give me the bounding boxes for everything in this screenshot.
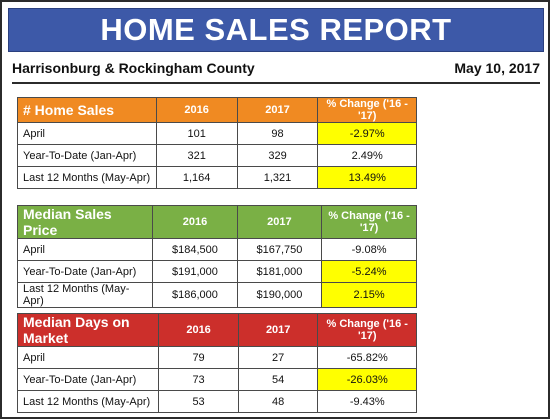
percent-change: -65.82% <box>317 346 417 369</box>
row-label: Year-To-Date (Jan-Apr) <box>16 368 160 391</box>
row-label: April <box>16 238 154 261</box>
value-2017: 1,321 <box>236 166 319 189</box>
value-2016: 53 <box>158 390 239 413</box>
percent-change: 2.15% <box>321 282 417 308</box>
row-label: April <box>17 122 157 145</box>
divider <box>12 82 540 84</box>
percent-change: 13.49% <box>317 166 417 189</box>
table-header-row: Median Days on Market 2016 2017 % Change… <box>16 313 417 347</box>
column-header-change: % Change ('16 - '17) <box>317 313 417 347</box>
percent-change: -9.08% <box>321 238 417 261</box>
median-sales-price-table: Median Sales Price 2016 2017 % Change ('… <box>16 205 417 308</box>
percent-change: -5.24% <box>321 260 417 283</box>
home-sales-table: # Home Sales 2016 2017 % Change ('16 - '… <box>17 97 417 189</box>
column-header-change: % Change ('16 - '17) <box>317 97 417 123</box>
value-2016: 73 <box>158 368 239 391</box>
column-header-2016: 2016 <box>152 205 238 239</box>
table-row: Last 12 Months (May-Apr) $186,000 $190,0… <box>16 282 417 308</box>
table-row: Year-To-Date (Jan-Apr) $191,000 $181,000… <box>16 260 417 283</box>
column-header-2016: 2016 <box>155 97 238 123</box>
value-2016: 321 <box>155 144 238 167</box>
percent-change: -2.97% <box>317 122 417 145</box>
table-row: Last 12 Months (May-Apr) 53 48 -9.43% <box>16 390 417 413</box>
column-header-2017: 2017 <box>237 313 319 347</box>
value-2016: 79 <box>158 346 239 369</box>
table-row: Last 12 Months (May-Apr) 1,164 1,321 13.… <box>17 166 417 189</box>
table-header-row: # Home Sales 2016 2017 % Change ('16 - '… <box>17 97 417 123</box>
value-2016: 1,164 <box>155 166 238 189</box>
value-2017: $190,000 <box>236 282 323 308</box>
table-title: Median Sales Price <box>16 205 154 239</box>
percent-change: -9.43% <box>317 390 417 413</box>
table-row: Year-To-Date (Jan-Apr) 73 54 -26.03% <box>16 368 417 391</box>
row-label: Year-To-Date (Jan-Apr) <box>17 144 157 167</box>
column-header-2017: 2017 <box>236 205 323 239</box>
column-header-2017: 2017 <box>236 97 319 123</box>
row-label: Year-To-Date (Jan-Apr) <box>16 260 154 283</box>
value-2017: 98 <box>236 122 319 145</box>
column-header-change: % Change ('16 - '17) <box>321 205 417 239</box>
report-subheader: Harrisonburg & Rockingham County May 10,… <box>12 60 540 80</box>
row-label: Last 12 Months (May-Apr) <box>16 390 160 413</box>
row-label: Last 12 Months (May-Apr) <box>16 282 154 308</box>
row-label: Last 12 Months (May-Apr) <box>17 166 157 189</box>
table-row: April 101 98 -2.97% <box>17 122 417 145</box>
column-header-2016: 2016 <box>158 313 239 347</box>
report-date: May 10, 2017 <box>454 60 540 76</box>
value-2016: $184,500 <box>152 238 238 261</box>
value-2017: 329 <box>236 144 319 167</box>
area-name: Harrisonburg & Rockingham County <box>12 60 255 76</box>
value-2016: $191,000 <box>152 260 238 283</box>
value-2017: 27 <box>237 346 319 369</box>
value-2017: $181,000 <box>236 260 323 283</box>
percent-change: 2.49% <box>317 144 417 167</box>
report-title-banner: HOME SALES REPORT <box>8 8 544 52</box>
table-row: April 79 27 -65.82% <box>16 346 417 369</box>
median-days-on-market-table: Median Days on Market 2016 2017 % Change… <box>16 313 417 413</box>
table-row: April $184,500 $167,750 -9.08% <box>16 238 417 261</box>
value-2016: 101 <box>155 122 238 145</box>
table-header-row: Median Sales Price 2016 2017 % Change ('… <box>16 205 417 239</box>
value-2017: 48 <box>237 390 319 413</box>
value-2017: $167,750 <box>236 238 323 261</box>
value-2017: 54 <box>237 368 319 391</box>
table-row: Year-To-Date (Jan-Apr) 321 329 2.49% <box>17 144 417 167</box>
table-title: # Home Sales <box>17 97 157 123</box>
percent-change: -26.03% <box>317 368 417 391</box>
table-title: Median Days on Market <box>16 313 160 347</box>
value-2016: $186,000 <box>152 282 238 308</box>
row-label: April <box>16 346 160 369</box>
